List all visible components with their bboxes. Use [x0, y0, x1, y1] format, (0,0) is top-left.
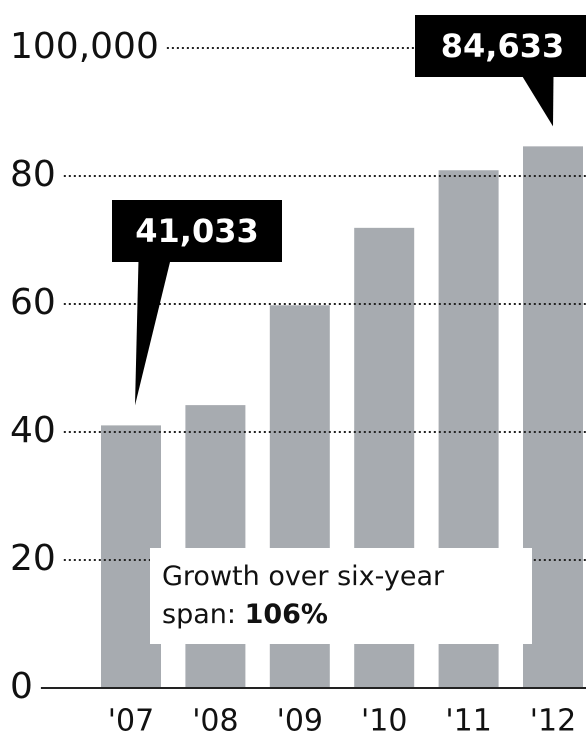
callout-pointer — [521, 75, 554, 127]
annotation-box: Growth over six-year span: 106% — [150, 548, 532, 644]
value-label: 41,033 — [135, 212, 258, 250]
bar — [185, 405, 246, 688]
annotation-value: 106% — [244, 599, 328, 630]
x-tick-label: '10 — [361, 704, 407, 739]
y-tick-label: 20 — [10, 538, 56, 579]
x-tick-label: '07 — [108, 704, 154, 739]
bar — [523, 146, 583, 688]
y-tick-label: 40 — [10, 410, 56, 451]
callout-box — [415, 15, 586, 77]
y-tick-label: 100,000 — [10, 26, 159, 67]
y-tick-label: 0 — [10, 666, 33, 707]
x-tick-label: '08 — [192, 704, 238, 739]
y-tick-label: 60 — [10, 282, 56, 323]
x-tick-label: '12 — [530, 704, 576, 739]
y-tick-label: 80 — [10, 154, 56, 195]
value-label: 84,633 — [441, 27, 564, 65]
x-tick-label: '09 — [277, 704, 323, 739]
x-tick-label: '11 — [445, 704, 491, 739]
annotation-text: Growth over six-year span: — [162, 561, 445, 630]
callout-box — [112, 200, 282, 262]
callout-pointer — [135, 260, 171, 406]
